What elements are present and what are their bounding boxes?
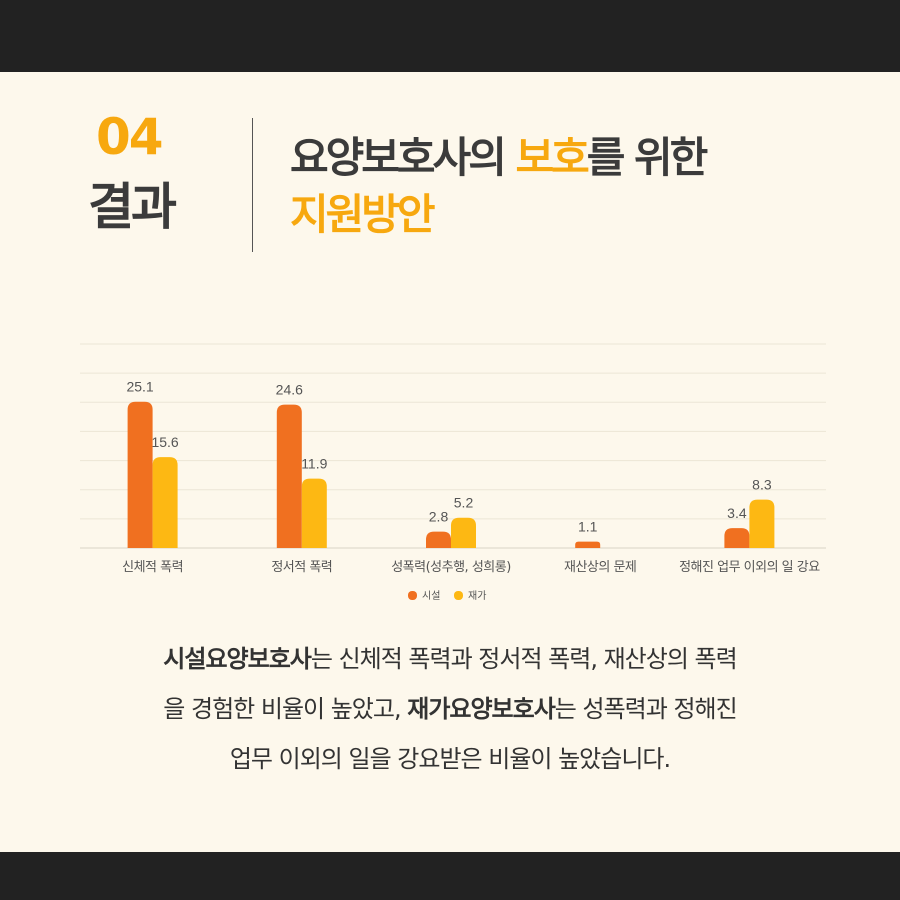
header-divider (252, 118, 253, 252)
section-label: 결과 (88, 178, 177, 236)
bar-재가 (451, 517, 476, 548)
section-number: 04 (96, 108, 164, 166)
description: 시설요양보호사는 신체적 폭력과 정서적 폭력, 재산상의 폭력 을 경험한 비… (60, 634, 840, 784)
data-label: 24.6 (276, 382, 303, 398)
top-bar (0, 0, 900, 72)
data-label: 3.4 (727, 505, 747, 521)
data-label: 2.8 (429, 509, 449, 525)
title-text-1: 요양보호사의 (290, 133, 516, 182)
category-label: 성폭력(성추행, 성희롱) (391, 559, 511, 575)
title-text-2: 를 위한 (586, 133, 709, 182)
bar-시설 (426, 531, 451, 548)
category-label: 재산상의 문제 (564, 560, 636, 575)
home-worker-label: 재가요양보호사 (407, 695, 556, 723)
legend-swatch (408, 591, 417, 600)
bar-chart: 25.1 15.6 신체적 폭력 24.6 11.9 정서적 폭력 2.8 5.2 성폭력(성추… (80, 343, 826, 602)
bar-재가 (152, 457, 178, 548)
title-line-2: 지원방안 (290, 189, 436, 239)
bottom-bar (0, 852, 900, 900)
description-line-1: 시설요양보호사는 신체적 폭력과 정서적 폭력, 재산상의 폭력 (163, 645, 737, 673)
category-label: 신체적 폭력 (122, 560, 183, 575)
bar-시설 (127, 401, 153, 548)
bar-시설 (724, 528, 750, 548)
data-label: 25.1 (126, 379, 153, 395)
description-line-3: 업무 이외의 일을 강요받은 비율이 높았습니다. (229, 745, 671, 773)
data-label: 1.1 (578, 519, 598, 535)
title-highlight: 보호 (515, 133, 589, 182)
legend-swatch (454, 591, 463, 600)
bar-재가 (749, 499, 775, 548)
legend-label: 재가 (468, 590, 486, 602)
data-label: 8.3 (752, 477, 772, 493)
bar-시설 (575, 541, 601, 548)
bar-시설 (276, 404, 302, 548)
page-title: 요양보호사의 보호를 위한 지원방안 (290, 130, 709, 243)
data-label: 15.6 (151, 434, 178, 450)
legend-label: 시설 (422, 590, 440, 602)
bar-재가 (301, 478, 327, 548)
category-label: 정서적 폭력 (271, 560, 332, 575)
data-label: 11.9 (301, 456, 327, 472)
category-label: 정해진 업무 이외의 일 강요 (679, 560, 820, 575)
data-label: 5.2 (454, 495, 474, 511)
description-line-2: 을 경험한 비율이 높았고, 재가요양보호사는 성폭력과 정해진 (163, 695, 737, 723)
title-line-1: 요양보호사의 보호를 위한 (290, 130, 709, 187)
facility-worker-label: 시설요양보호사 (163, 645, 312, 673)
